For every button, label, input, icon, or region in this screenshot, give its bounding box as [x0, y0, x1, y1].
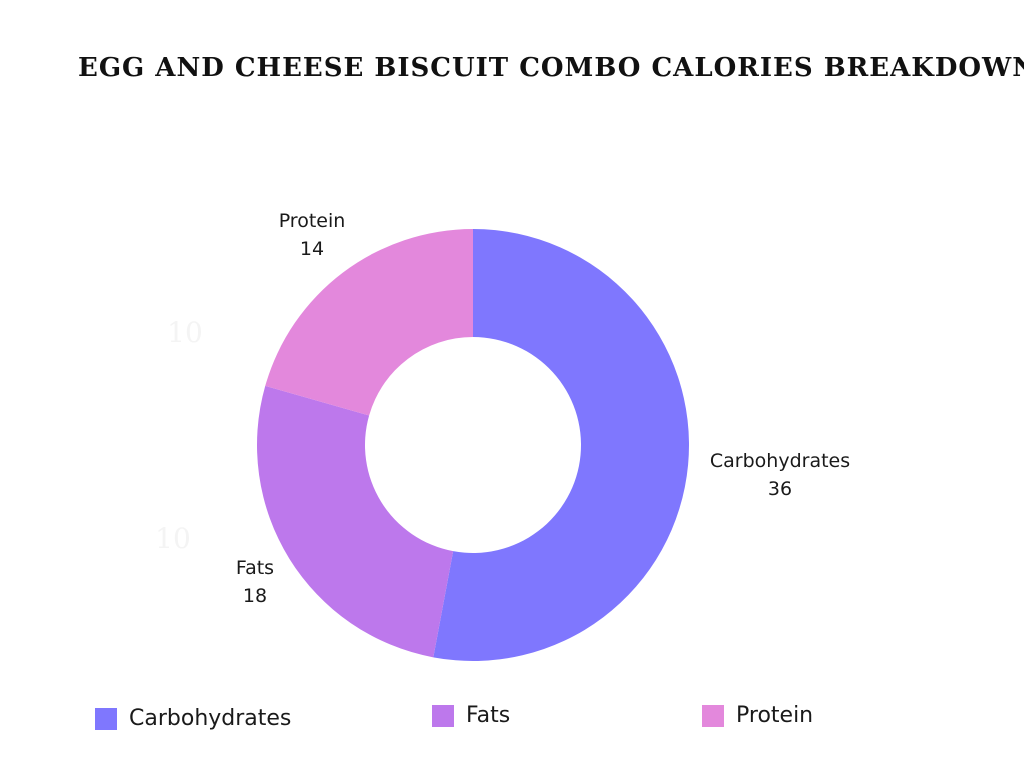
slice-protein[interactable] [265, 229, 473, 416]
legend-label-protein: Protein [736, 703, 814, 728]
chart-title: EGG AND CHEESE BISCUIT COMBO CALORIES BR… [78, 53, 1024, 83]
donut-chart: Carbohydrates 36 Fats 18 Protein 14 10 10 [155, 210, 850, 661]
legend-swatch-carbohydrates [95, 707, 117, 730]
slice-label-fats: Fats [236, 557, 274, 579]
slice-value-fats: 18 [243, 585, 267, 607]
faint-labels: 10 10 [155, 316, 203, 555]
legend-label-carbohydrates: Carbohydrates [129, 706, 292, 731]
donut-slices [256, 229, 689, 661]
slice-value-protein: 14 [300, 238, 324, 260]
slice-carbohydrates[interactable] [433, 229, 689, 661]
legend-item-fats[interactable]: Fats [432, 703, 510, 728]
slice-labels: Carbohydrates 36 Fats 18 Protein 14 [236, 210, 850, 607]
slice-label-protein: Protein [279, 210, 346, 232]
legend: Carbohydrates Fats Protein [0, 700, 1024, 740]
legend-swatch-fats [432, 704, 454, 727]
legend-swatch-protein [702, 704, 724, 727]
faint-label-2: 10 [155, 522, 191, 555]
legend-item-protein[interactable]: Protein [702, 703, 813, 728]
slice-fats[interactable] [256, 385, 454, 658]
legend-item-carbohydrates[interactable]: Carbohydrates [95, 706, 291, 731]
slice-label-carbohydrates: Carbohydrates [710, 450, 850, 472]
legend-label-fats: Fats [466, 703, 511, 728]
faint-label-1: 10 [167, 316, 203, 349]
slice-value-carbohydrates: 36 [768, 478, 792, 500]
